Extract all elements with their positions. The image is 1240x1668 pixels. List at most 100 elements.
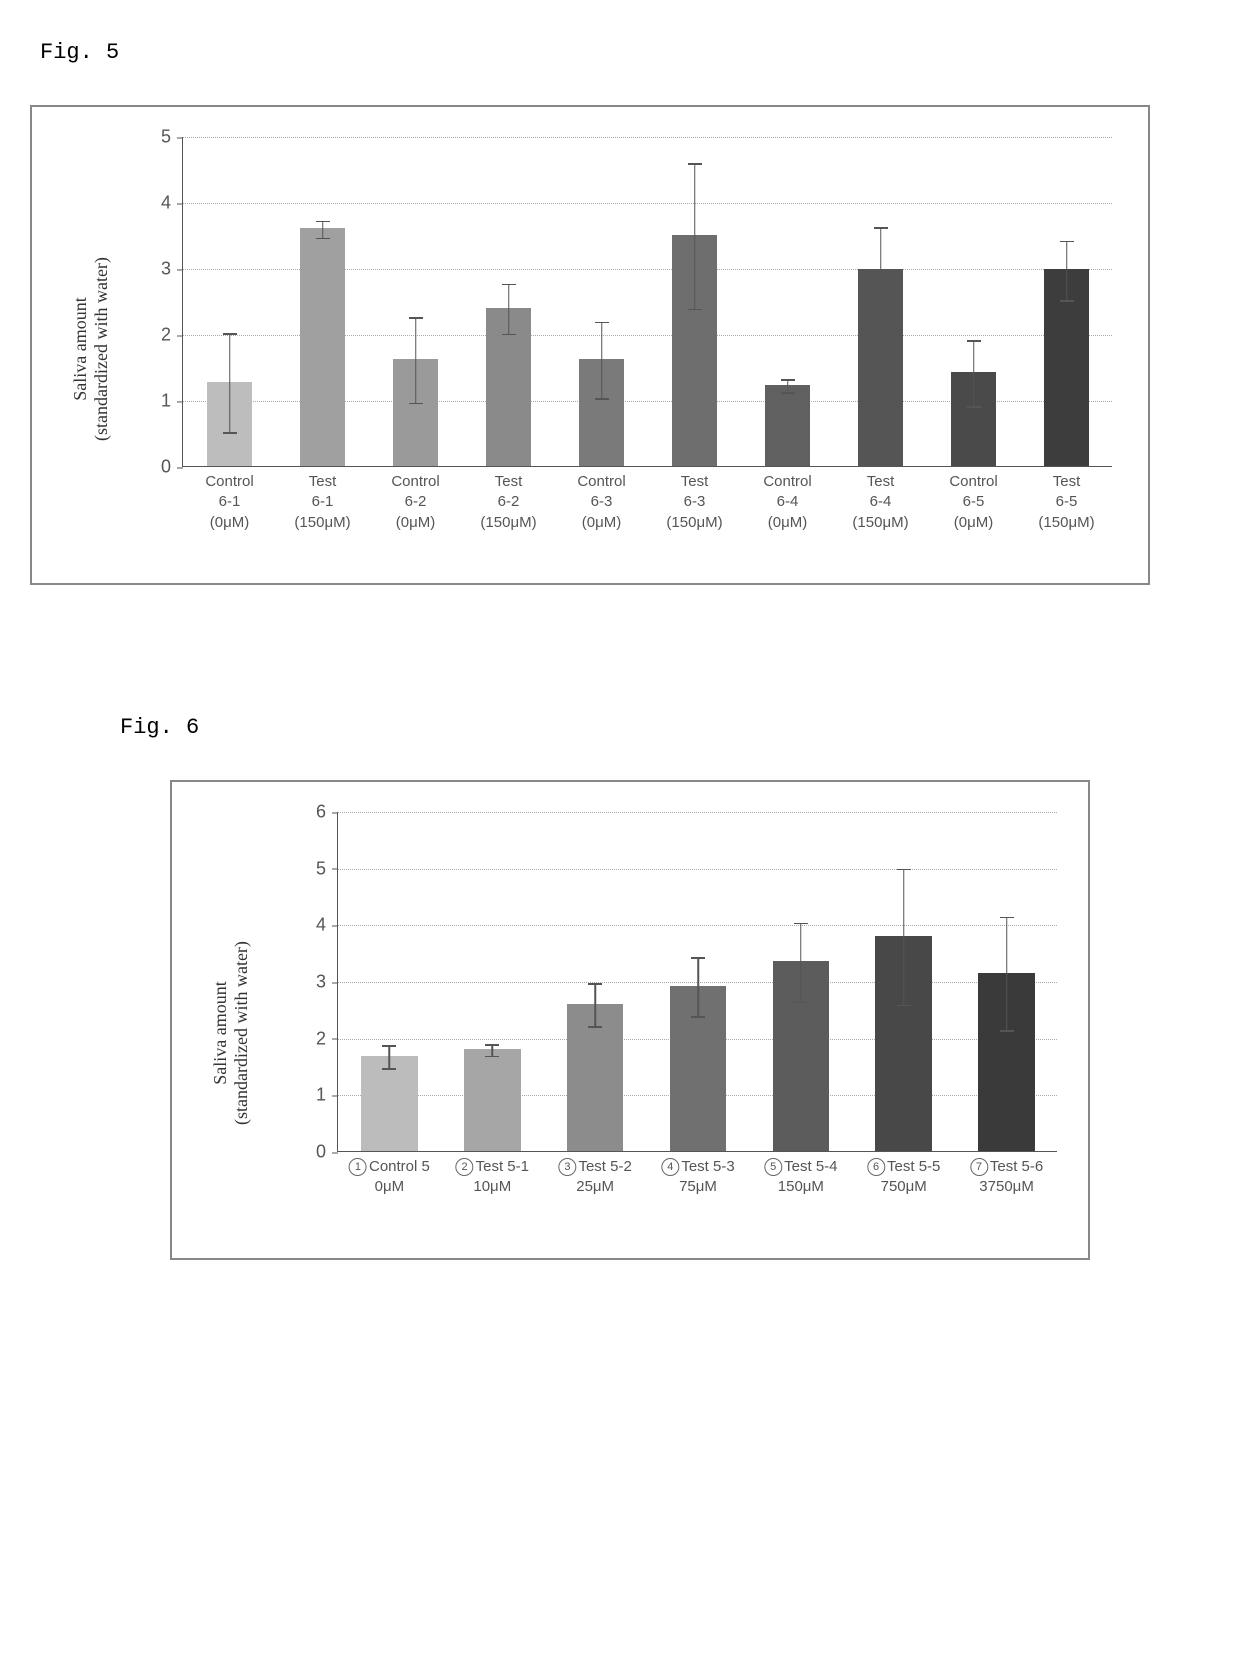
error-bar — [492, 1044, 494, 1055]
error-cap — [794, 1002, 808, 1004]
x-label-l2: 6-4 — [777, 493, 799, 510]
error-cap — [897, 1005, 911, 1007]
x-label-l1: Test — [1053, 473, 1081, 490]
x-axis-label: Test6-2(150μM) — [480, 472, 536, 533]
error-bar — [594, 983, 596, 1026]
x-label-l3: (150μM) — [666, 514, 722, 531]
error-cap — [223, 432, 237, 434]
y-tick-label: 5 — [161, 127, 183, 148]
figure-6-plot-area: 1Control 50μM2Test 5-110μM3Test 5-225μM4… — [337, 812, 1057, 1152]
x-label-l1: Test — [681, 473, 709, 490]
x-label-l3: (150μM) — [852, 514, 908, 531]
circled-number-icon: 4 — [661, 1158, 679, 1176]
error-cap — [967, 340, 981, 342]
error-cap — [595, 322, 609, 324]
grid-line — [338, 869, 1057, 870]
bar — [464, 1049, 521, 1151]
figure-6-chart: 1Control 50μM2Test 5-110μM3Test 5-225μM4… — [170, 780, 1090, 1260]
error-cap — [781, 392, 795, 394]
bar — [361, 1056, 418, 1151]
circled-number-icon: 6 — [867, 1158, 885, 1176]
error-bar — [389, 1045, 391, 1068]
error-bar — [1006, 917, 1008, 1030]
y-tick-label: 2 — [161, 325, 183, 346]
error-cap — [588, 983, 602, 985]
error-cap — [1060, 241, 1074, 243]
x-label-l3: (0μM) — [768, 514, 807, 531]
x-label-l1: Test — [867, 473, 895, 490]
x-label-sub: 3750μM — [979, 1178, 1034, 1195]
grid-line — [338, 812, 1057, 813]
error-cap — [691, 1016, 705, 1018]
error-cap — [688, 309, 702, 311]
y-tick-label: 6 — [316, 802, 338, 823]
error-cap — [1000, 1030, 1014, 1032]
x-label-l1: Control — [577, 473, 625, 490]
y-tick-label: 4 — [316, 915, 338, 936]
x-label-l2: 6-3 — [684, 493, 706, 510]
error-bar — [880, 227, 882, 313]
x-label-sub: 750μM — [881, 1178, 927, 1195]
y-tick-label: 3 — [161, 259, 183, 280]
error-cap — [874, 227, 888, 229]
y-tick-label: 4 — [161, 193, 183, 214]
x-label-main: Test 5-5 — [887, 1158, 940, 1175]
bar — [765, 385, 810, 466]
error-cap — [502, 334, 516, 336]
figure-6-label: Fig. 6 — [120, 715, 1210, 740]
x-label-l2: 6-5 — [1056, 493, 1078, 510]
x-axis-label: 4Test 5-3 75μM — [661, 1157, 734, 1198]
y-title-line-1: Saliva amount — [70, 297, 90, 400]
error-cap — [897, 869, 911, 871]
x-label-l3: (0μM) — [954, 514, 993, 531]
circled-number-icon: 3 — [558, 1158, 576, 1176]
error-cap — [409, 403, 423, 405]
x-axis-label: Control 6-3 (0μM) — [577, 472, 625, 533]
x-axis-label: Control6-2(0μM) — [391, 472, 439, 533]
error-bar — [322, 221, 324, 238]
x-axis-label: 3Test 5-225μM — [558, 1157, 631, 1198]
error-cap — [485, 1044, 499, 1046]
x-label-sub: 75μM — [679, 1178, 717, 1195]
x-label-l3: (0μM) — [210, 514, 249, 531]
x-axis-label: 1Control 50μM — [349, 1157, 430, 1198]
error-bar — [1066, 241, 1068, 300]
error-cap — [1000, 917, 1014, 919]
error-cap — [967, 406, 981, 408]
error-cap — [1060, 300, 1074, 302]
x-axis-label: Test6-1(150μM) — [294, 472, 350, 533]
x-label-l2: 6-3 — [591, 493, 613, 510]
y-tick-label: 3 — [316, 972, 338, 993]
circled-number-icon: 5 — [764, 1158, 782, 1176]
error-cap — [316, 221, 330, 223]
error-bar — [601, 322, 603, 399]
error-bar — [903, 869, 905, 1005]
circled-number-icon: 7 — [970, 1158, 988, 1176]
x-axis-label: Control6-5(0μM) — [949, 472, 997, 533]
y-title-line-2: (standardized with water) — [231, 941, 251, 1125]
circled-number-icon: 2 — [456, 1158, 474, 1176]
y-tick-label: 5 — [316, 858, 338, 879]
x-label-sub: 150μM — [778, 1178, 824, 1195]
x-label-l1: Test — [495, 473, 523, 490]
error-cap — [588, 1026, 602, 1028]
error-cap — [502, 284, 516, 286]
x-label-l1: Test — [309, 473, 337, 490]
error-bar — [697, 957, 699, 1016]
error-bar — [800, 923, 802, 1002]
x-label-l3: (150μM) — [294, 514, 350, 531]
x-label-main: Control 5 — [369, 1158, 430, 1175]
error-bar — [973, 340, 975, 406]
error-cap — [223, 333, 237, 335]
figure-6-y-axis-title: Saliva amount (standardized with water) — [210, 941, 252, 1125]
x-label-l2: 6-4 — [870, 493, 892, 510]
error-bar — [508, 284, 510, 334]
x-label-sub: 0μM — [375, 1178, 404, 1195]
y-tick-label: 1 — [161, 391, 183, 412]
error-cap — [382, 1045, 396, 1047]
error-bar — [415, 317, 417, 403]
x-label-main: Test 5-3 — [681, 1158, 734, 1175]
x-label-main: Test 5-1 — [476, 1158, 529, 1175]
x-label-sub: 10μM — [473, 1178, 511, 1195]
x-label-l3: (0μM) — [582, 514, 621, 531]
